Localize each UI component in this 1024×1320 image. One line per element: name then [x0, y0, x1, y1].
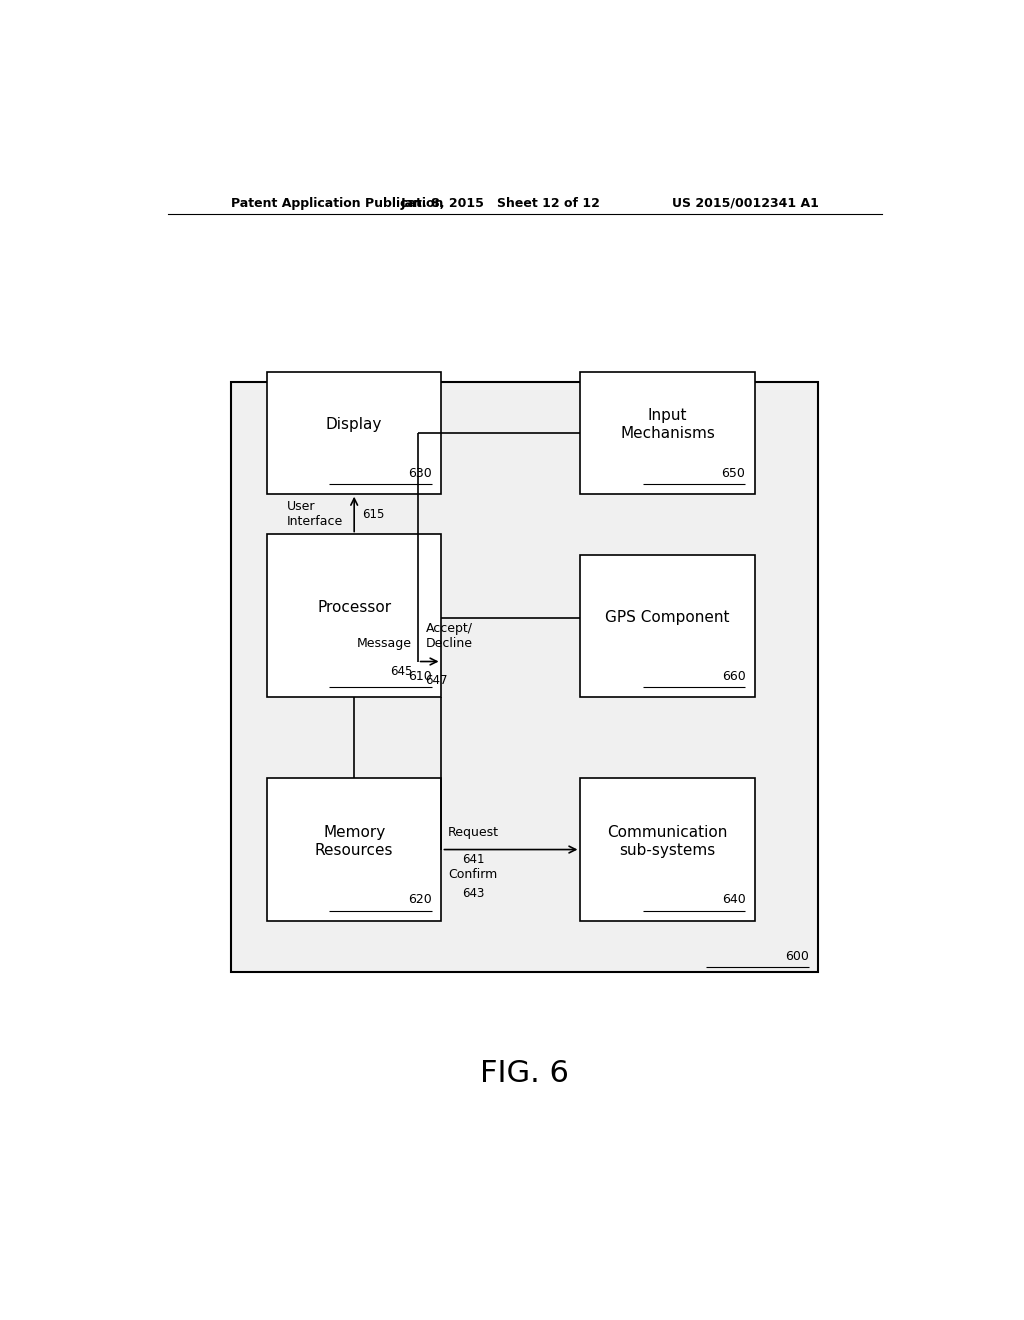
Text: 650: 650	[722, 466, 745, 479]
FancyBboxPatch shape	[267, 535, 441, 697]
FancyBboxPatch shape	[267, 779, 441, 921]
Text: Display: Display	[326, 417, 382, 432]
Text: User
Interface: User Interface	[287, 500, 343, 528]
Text: Message: Message	[357, 638, 412, 651]
Text: 615: 615	[362, 508, 384, 520]
Text: 620: 620	[409, 894, 432, 907]
Text: Jan. 8, 2015   Sheet 12 of 12: Jan. 8, 2015 Sheet 12 of 12	[401, 197, 601, 210]
FancyBboxPatch shape	[581, 372, 755, 494]
Text: Communication
sub-systems: Communication sub-systems	[607, 825, 728, 858]
Text: 645: 645	[390, 664, 412, 677]
Text: 600: 600	[785, 950, 809, 964]
Text: Processor: Processor	[317, 601, 391, 615]
Text: 641: 641	[462, 853, 484, 866]
FancyBboxPatch shape	[267, 372, 441, 494]
Text: 660: 660	[722, 669, 745, 682]
Text: Patent Application Publication: Patent Application Publication	[231, 197, 443, 210]
Text: Confirm: Confirm	[449, 867, 498, 880]
Text: Memory
Resources: Memory Resources	[315, 825, 393, 858]
Text: FIG. 6: FIG. 6	[480, 1059, 569, 1088]
Text: Accept/
Decline: Accept/ Decline	[426, 622, 473, 651]
Text: Input
Mechanisms: Input Mechanisms	[621, 408, 715, 441]
FancyBboxPatch shape	[581, 779, 755, 921]
Text: 640: 640	[722, 894, 745, 907]
Text: 630: 630	[409, 466, 432, 479]
Text: 647: 647	[426, 673, 449, 686]
FancyBboxPatch shape	[581, 554, 755, 697]
FancyBboxPatch shape	[231, 381, 818, 972]
Text: US 2015/0012341 A1: US 2015/0012341 A1	[672, 197, 818, 210]
Text: Request: Request	[447, 826, 499, 840]
Text: GPS Component: GPS Component	[605, 610, 730, 626]
Text: 610: 610	[409, 669, 432, 682]
Text: 643: 643	[462, 887, 484, 900]
